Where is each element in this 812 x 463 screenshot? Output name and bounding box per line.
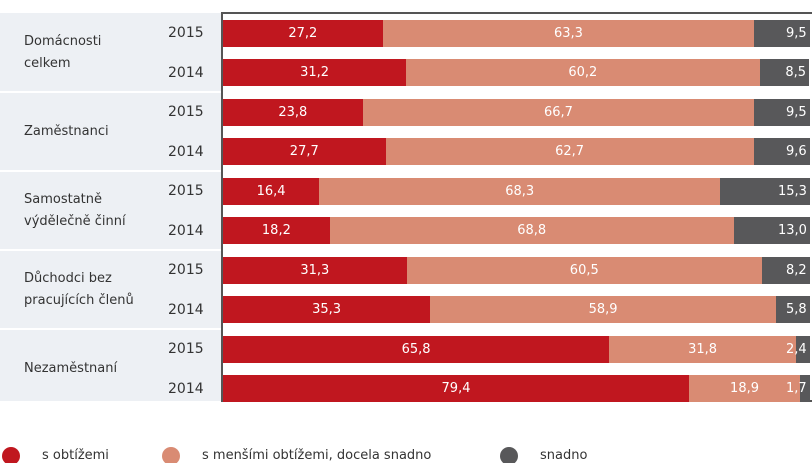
bar-segment — [223, 59, 407, 86]
bar-segment — [329, 217, 734, 244]
bar-segment — [759, 59, 810, 86]
data-label: 23,8 — [278, 104, 308, 120]
bar-segment — [223, 98, 363, 126]
bar-segment — [223, 375, 690, 402]
group-separator — [0, 91, 223, 94]
data-label: 63,3 — [553, 25, 583, 41]
legend-marker — [2, 447, 20, 463]
legend-label: snadno — [540, 448, 588, 463]
bar-segment — [382, 19, 755, 47]
legend-marker — [162, 447, 180, 463]
data-label: 58,9 — [588, 302, 618, 317]
data-label: 16,4 — [256, 183, 286, 199]
bar-segment — [754, 98, 810, 126]
y-tick-label: 2015 — [168, 262, 204, 278]
y-tick-label: 2014 — [168, 301, 204, 318]
bar-segment — [733, 217, 810, 244]
bar-segment — [223, 217, 330, 244]
bar-segment — [223, 296, 431, 323]
data-label: 2,4 — [786, 341, 807, 357]
bar-segment — [761, 256, 810, 284]
data-label: 27,2 — [288, 25, 318, 41]
y-tick-label: 2015 — [168, 104, 204, 120]
data-label: 62,7 — [555, 144, 585, 159]
y-tick-label: 2014 — [168, 143, 204, 160]
data-label: 31,2 — [300, 65, 330, 80]
data-label: 9,5 — [786, 104, 807, 120]
data-label: 9,6 — [786, 144, 807, 159]
bar-segment — [319, 177, 721, 205]
bar-segment — [775, 296, 810, 323]
data-label: 18,9 — [730, 381, 759, 396]
bar-segment — [362, 98, 755, 126]
y-tick-label: 2015 — [168, 183, 204, 199]
data-label: 79,4 — [441, 381, 471, 396]
group-label: Samostatně výdělečně činní — [24, 191, 126, 229]
data-label: 60,2 — [568, 65, 598, 80]
bar-segment — [689, 375, 800, 402]
bar-segment — [406, 256, 762, 284]
data-label: 9,5 — [786, 25, 807, 41]
y-tick-label: 2014 — [168, 222, 204, 239]
bar-segment — [223, 177, 320, 205]
data-label: 68,3 — [505, 183, 535, 199]
bar-segment — [720, 177, 810, 205]
data-label: 15,3 — [778, 183, 807, 199]
data-label: 1,7 — [786, 381, 807, 396]
y-tick-label: 2014 — [168, 380, 204, 397]
bar-segment — [385, 138, 754, 165]
group-label: Zaměstnanci — [24, 123, 109, 139]
data-label: 65,8 — [401, 341, 431, 357]
y-tick-label: 2015 — [168, 25, 204, 41]
data-label: 27,7 — [289, 144, 319, 159]
legend-label: s obtížemi — [42, 448, 109, 463]
group-separator — [0, 249, 223, 252]
bar-segment — [795, 335, 810, 363]
legend-label: s menšími obtížemi, docela snadno — [202, 448, 432, 463]
axis-line — [221, 12, 223, 402]
y-tick-label: 2015 — [168, 341, 204, 357]
y-tick-label: 2014 — [168, 64, 204, 81]
data-label: 60,5 — [569, 262, 599, 278]
bar-segment — [753, 138, 810, 165]
legend-marker — [500, 447, 518, 463]
group-label: Důchodci bez pracujících členů — [24, 270, 134, 308]
bar-segment — [800, 375, 810, 402]
data-label: 31,3 — [300, 262, 330, 278]
data-label: 8,2 — [786, 262, 807, 278]
data-label: 18,2 — [261, 223, 291, 238]
bar-segment — [430, 296, 776, 323]
bar-segment — [609, 335, 796, 363]
data-label: 35,3 — [312, 302, 342, 317]
data-label: 66,7 — [543, 104, 573, 120]
data-label: 8,5 — [785, 65, 807, 80]
group-separator — [0, 328, 223, 331]
group-label: Domácnosti celkem — [24, 33, 102, 71]
bar-segment — [223, 138, 386, 165]
frame-top — [221, 12, 812, 14]
data-label: 68,8 — [517, 223, 547, 238]
group-separator — [0, 170, 223, 173]
bar-segment — [406, 59, 760, 86]
data-label: 31,8 — [688, 341, 718, 357]
bar-segment — [223, 335, 610, 363]
label-panel — [0, 13, 223, 401]
group-label: Nezaměstnaní — [24, 360, 118, 376]
data-label: 5,8 — [786, 302, 807, 317]
data-label: 13,0 — [778, 223, 807, 238]
bar-segment — [754, 19, 810, 47]
bar-segment — [223, 19, 383, 47]
bar-segment — [223, 256, 407, 284]
